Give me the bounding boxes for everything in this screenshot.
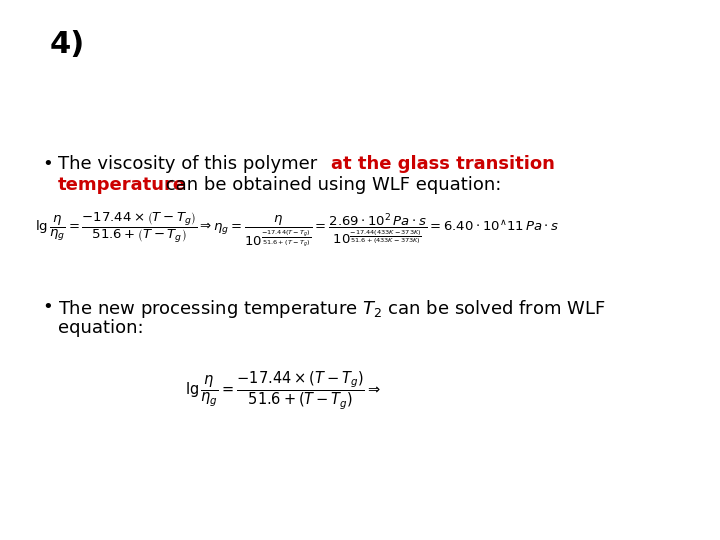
Text: $\mathrm{lg}\,\dfrac{\eta}{\eta_g} = \dfrac{-17.44\times\left(T-T_g\right)}{51.6: $\mathrm{lg}\,\dfrac{\eta}{\eta_g} = \df… xyxy=(35,211,559,249)
Text: •: • xyxy=(42,298,53,316)
Text: The new processing temperature $T_2$ can be solved from WLF: The new processing temperature $T_2$ can… xyxy=(58,298,606,320)
Text: $\mathrm{lg}\,\dfrac{\eta}{\eta_g} = \dfrac{-17.44\times\left(T-T_g\right)}{51.6: $\mathrm{lg}\,\dfrac{\eta}{\eta_g} = \df… xyxy=(185,369,381,411)
Text: •: • xyxy=(42,155,53,173)
Text: can be obtained using WLF equation:: can be obtained using WLF equation: xyxy=(160,176,501,194)
Text: temperature: temperature xyxy=(58,176,186,194)
Text: equation:: equation: xyxy=(58,319,143,337)
Text: at the glass transition: at the glass transition xyxy=(331,155,555,173)
Text: The viscosity of this polymer: The viscosity of this polymer xyxy=(58,155,323,173)
Text: 4): 4) xyxy=(50,30,85,59)
